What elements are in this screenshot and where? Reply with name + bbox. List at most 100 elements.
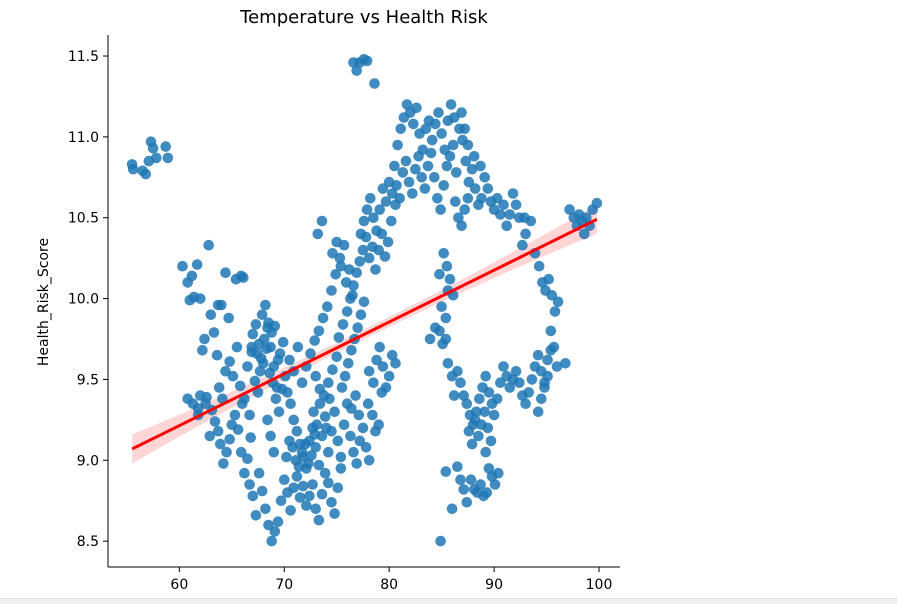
data-point (247, 328, 259, 340)
data-point (498, 361, 509, 372)
data-point (256, 309, 268, 321)
data-point (391, 180, 402, 191)
data-point (461, 398, 473, 410)
data-point (374, 204, 386, 215)
data-point (244, 409, 255, 421)
data-point (471, 406, 482, 418)
data-point (223, 312, 234, 324)
data-point (251, 348, 263, 359)
data-point (319, 411, 331, 422)
data-point (507, 188, 519, 199)
data-point (462, 139, 474, 151)
data-point (258, 358, 269, 369)
data-point (292, 341, 304, 353)
data-point (177, 260, 188, 272)
data-point (284, 354, 295, 366)
data-point (442, 358, 454, 369)
data-point (504, 209, 516, 220)
data-point (191, 259, 203, 270)
y-tick-label: 10.5 (68, 211, 99, 227)
data-point (329, 508, 340, 519)
data-point (273, 406, 285, 418)
data-point (313, 459, 325, 471)
data-point (269, 320, 281, 332)
data-point (387, 349, 398, 361)
data-point (436, 128, 447, 139)
data-point (456, 220, 467, 232)
data-point (305, 348, 316, 359)
data-point (429, 172, 440, 183)
data-point (462, 193, 474, 204)
data-point (390, 358, 401, 369)
data-point (383, 370, 395, 382)
data-point (491, 193, 503, 204)
data-point (220, 267, 231, 279)
data-point (317, 312, 329, 324)
data-point (269, 526, 281, 537)
data-point (482, 422, 494, 434)
data-point (270, 393, 282, 405)
data-point (403, 176, 415, 188)
data-point (520, 398, 531, 410)
data-point (314, 398, 326, 410)
data-point (344, 264, 355, 275)
data-point (335, 463, 347, 474)
data-point (355, 309, 367, 321)
data-point (265, 430, 276, 442)
data-point (352, 322, 364, 334)
data-point (539, 382, 550, 393)
data-point (310, 503, 322, 515)
data-point (542, 370, 553, 382)
data-point (279, 474, 290, 486)
data-point (277, 336, 289, 348)
data-point (488, 409, 500, 421)
data-point (376, 228, 388, 240)
data-point (468, 151, 480, 162)
chart-title: Temperature vs Health Risk (239, 7, 488, 28)
data-point (389, 160, 400, 172)
data-point (160, 141, 171, 152)
data-point (401, 99, 413, 110)
data-point (268, 446, 280, 458)
data-point (147, 142, 159, 154)
data-point (331, 351, 343, 363)
data-point (245, 432, 256, 443)
data-point (232, 424, 244, 435)
data-point (370, 264, 381, 275)
data-point (250, 319, 262, 330)
data-point (326, 285, 337, 296)
data-point (504, 382, 516, 393)
x-tick-label: 70 (275, 577, 293, 593)
data-point (311, 419, 323, 431)
data-point (543, 273, 554, 285)
data-point (438, 248, 450, 259)
data-point (285, 398, 296, 410)
data-point (231, 341, 243, 353)
data-point (140, 168, 152, 180)
data-point (296, 377, 308, 389)
data-point (287, 442, 299, 453)
data-point (355, 228, 367, 240)
y-ticks-layer: 8.5 9.0 9.5 10.0 10.5 11.0 11.5 (68, 49, 108, 550)
data-point (358, 296, 370, 308)
data-point (536, 393, 547, 405)
data-point (234, 380, 246, 392)
data-point (261, 343, 272, 355)
data-point (501, 220, 512, 232)
data-point (313, 325, 325, 337)
data-point (517, 239, 528, 251)
data-point (479, 172, 491, 183)
data-point (327, 248, 338, 259)
data-point (476, 193, 487, 204)
data-point (324, 393, 335, 405)
x-tick-label: 80 (380, 577, 398, 593)
y-tick-label: 11.5 (68, 49, 99, 65)
data-point (379, 251, 391, 262)
data-point (495, 209, 506, 220)
data-point (310, 442, 322, 453)
data-point (306, 450, 317, 461)
data-point (218, 458, 229, 469)
data-point (444, 151, 456, 162)
data-point (591, 197, 603, 209)
data-point (239, 467, 250, 479)
